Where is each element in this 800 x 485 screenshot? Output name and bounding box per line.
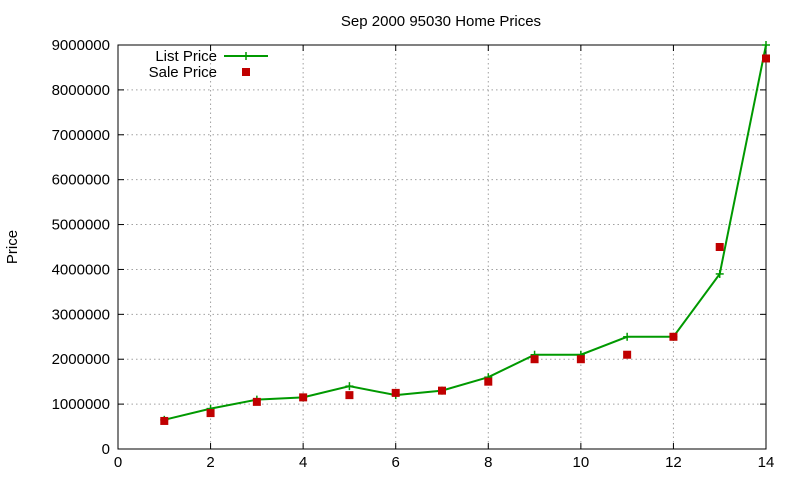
y-tick-label: 3000000 xyxy=(52,306,110,323)
sale-price-point xyxy=(623,350,632,359)
list-price-point xyxy=(623,332,632,341)
chart-title: Sep 2000 95030 Home Prices xyxy=(341,13,541,30)
legend-plus-marker xyxy=(242,52,250,60)
sale-price-point xyxy=(160,416,169,425)
sale-price-point xyxy=(530,355,539,364)
legend-label: Sale Price xyxy=(149,64,217,81)
series-line-list-price xyxy=(164,44,767,421)
y-axis-label: Price xyxy=(4,230,21,264)
sale-price-point xyxy=(252,397,261,406)
sale-price-point xyxy=(715,243,724,251)
sale-price-point xyxy=(576,355,585,364)
sale-price-point xyxy=(206,409,215,418)
y-tick-label: 8000000 xyxy=(52,82,110,99)
sale-price-point xyxy=(391,388,400,397)
x-tick-label: 6 xyxy=(392,454,400,471)
x-tick-label: 8 xyxy=(484,454,492,471)
y-tick-label: 1000000 xyxy=(52,396,110,413)
sale-price-point xyxy=(299,393,308,402)
x-tick-label: 0 xyxy=(114,454,122,471)
y-tick-label: 5000000 xyxy=(52,217,110,234)
sale-price-point xyxy=(762,54,770,63)
sale-price-point xyxy=(345,391,354,400)
x-tick-label: 12 xyxy=(665,454,682,471)
y-tick-label: 9000000 xyxy=(52,37,110,54)
list-price-point xyxy=(762,41,770,49)
x-tick-label: 10 xyxy=(573,454,590,471)
grid xyxy=(118,45,766,449)
y-tick-label: 7000000 xyxy=(52,127,110,144)
series-layer xyxy=(160,41,770,425)
y-tick-label: 4000000 xyxy=(52,261,110,278)
axis-ticks: 0 2 4 6 8 10 12 14 0 1000000 2000000 3000000 4000000… xyxy=(52,37,775,471)
legend-square-marker xyxy=(242,68,250,76)
x-tick-label: 2 xyxy=(206,454,214,471)
legend-label: List Price xyxy=(155,48,217,65)
sale-price-point xyxy=(669,332,678,341)
list-price-point xyxy=(345,382,354,391)
y-tick-label: 2000000 xyxy=(52,351,110,368)
plot-frame xyxy=(117,44,767,450)
sale-price-point xyxy=(438,386,446,395)
y-tick-label: 6000000 xyxy=(52,172,110,189)
sale-price-point xyxy=(484,377,493,386)
list-price-point xyxy=(715,269,724,278)
x-tick-label: 14 xyxy=(758,454,775,471)
x-tick-label: 4 xyxy=(299,454,307,471)
y-tick-label: 0 xyxy=(102,441,110,458)
